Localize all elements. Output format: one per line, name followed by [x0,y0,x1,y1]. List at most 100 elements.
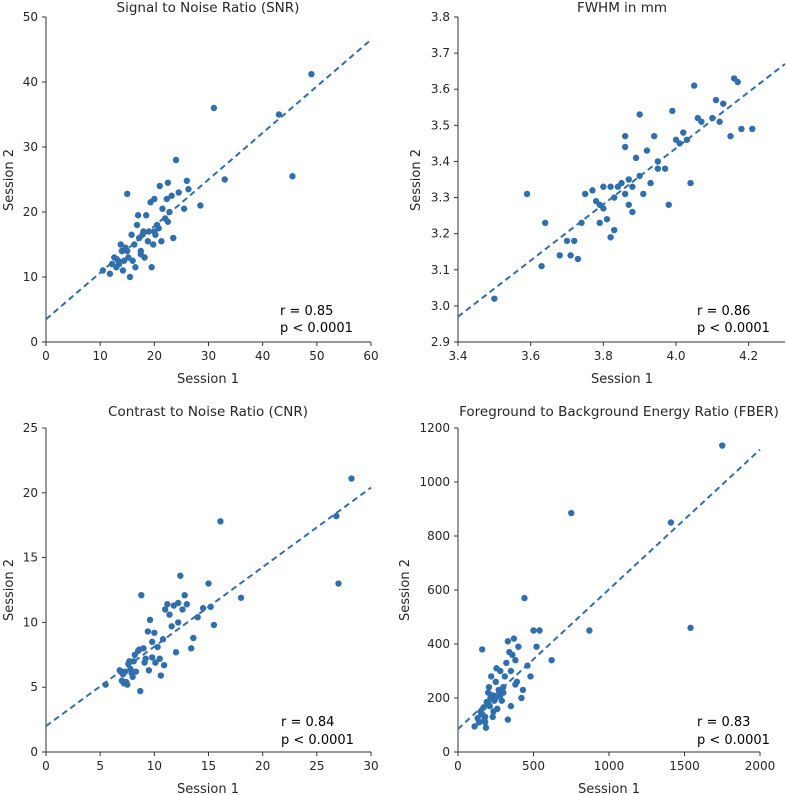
fber-y-tick-label: 200 [427,691,450,705]
fwhm-point [621,143,629,151]
cnr-point [160,661,168,669]
fber-r-value: r = 0.83 [697,715,750,730]
fber-title: Foreground to Background Energy Ratio (F… [459,404,779,420]
fwhm-panel: FWHM in mm Session 1 Session 2 r = 0.86 … [409,0,786,387]
fber-panel: Foreground to Background Energy Ratio (F… [398,404,779,795]
fwhm-point [600,183,607,190]
cnr-point [152,659,159,666]
fwhm-point [603,216,611,223]
cnr-point [142,655,149,662]
cnr-point [199,604,207,612]
fber-point [512,657,519,664]
fwhm-point [712,96,720,104]
cnr-y-tick-label: 20 [23,486,38,500]
cnr-point [335,580,342,587]
fwhm-point [523,190,531,198]
fwhm-point [556,252,563,259]
fber-x-tick-label: 0 [454,759,462,773]
fwhm-point [618,179,625,187]
fber-point [524,662,531,669]
fber-point [518,694,525,702]
fwhm-y-tick-label: 3.7 [431,46,450,60]
snr-p-value: p < 0.0001 [280,321,353,336]
fber-x-tick-label: 1000 [594,759,625,773]
fwhm-x-tick-label: 4.0 [666,349,685,363]
snr-point [289,173,296,180]
fber-x-tick-label: 500 [522,759,545,773]
fwhm-point [687,179,694,187]
snr-point [151,228,158,235]
snr-point [308,71,315,78]
snr-point [128,231,135,238]
fwhm-point [654,165,662,172]
fber-point [480,704,487,711]
fber-point [481,719,489,726]
snr-point [163,195,170,203]
fwhm-x-tick-label: 3.8 [594,349,613,363]
snr-point [140,228,147,235]
cnr-point [172,649,180,656]
fwhm-point [596,219,603,227]
cnr-r-value: r = 0.84 [281,715,334,730]
cnr-point [181,591,188,599]
fwhm-point [629,208,636,216]
fber-point [533,643,540,650]
cnr-point [166,611,173,618]
fber-point [536,627,543,634]
fwhm-y-tick-label: 3.2 [431,227,450,241]
fwhm-point [538,262,545,270]
fwhm-point [611,226,618,234]
fber-point [586,627,593,634]
fber-y-tick-label: 800 [427,529,450,543]
snr-point [185,186,192,193]
snr-point [117,241,124,248]
fwhm-point [720,100,727,107]
fwhm-p-value: p < 0.0001 [697,321,770,336]
fwhm-ylabel: Session 2 [409,149,424,211]
cnr-point [161,606,169,613]
snr-point [129,257,136,264]
fber-x-tick-label: 1500 [669,759,700,773]
snr-y-tick-label: 50 [23,10,38,24]
cnr-point [190,634,197,642]
cnr-point [117,668,124,675]
cnr-point [135,646,143,653]
snr-x-tick-label: 0 [42,349,50,363]
fwhm-point [665,201,672,208]
fwhm-fit-line [457,63,786,318]
cnr-point [132,668,140,675]
snr-point [156,182,163,190]
cnr-point [144,628,152,635]
cnr-x-tick-label: 25 [309,759,324,773]
fwhm-y-tick-label: 3.5 [431,118,450,132]
fber-point [510,635,518,642]
fber-point [521,594,528,602]
snr-point [164,218,172,225]
fwhm-point [680,129,687,136]
fwhm-point [611,194,618,201]
fwhm-point [716,118,723,125]
cnr-point [148,638,156,646]
cnr-point [179,606,186,613]
fwhm-point [643,147,651,154]
snr-xlabel: Session 1 [177,372,239,387]
fber-point [507,667,515,675]
snr-point [210,104,218,112]
fber-point [667,519,675,526]
fber-ylabel: Session 2 [398,559,413,621]
cnr-point [159,636,167,643]
fwhm-point [578,219,585,227]
snr-point [143,212,150,219]
snr-point [151,195,158,203]
cnr-point [348,475,355,482]
snr-point [164,179,172,186]
cnr-point [174,599,182,607]
snr-point [159,205,166,212]
snr-panel: Signal to Noise Ratio (SNR) Session 1 Se… [2,0,379,387]
snr-y-tick-label: 0 [30,335,38,349]
snr-point [221,176,228,183]
fwhm-point [654,158,662,165]
fwhm-point [709,114,716,122]
cnr-point [102,681,109,688]
snr-x-tick-label: 30 [201,349,216,363]
